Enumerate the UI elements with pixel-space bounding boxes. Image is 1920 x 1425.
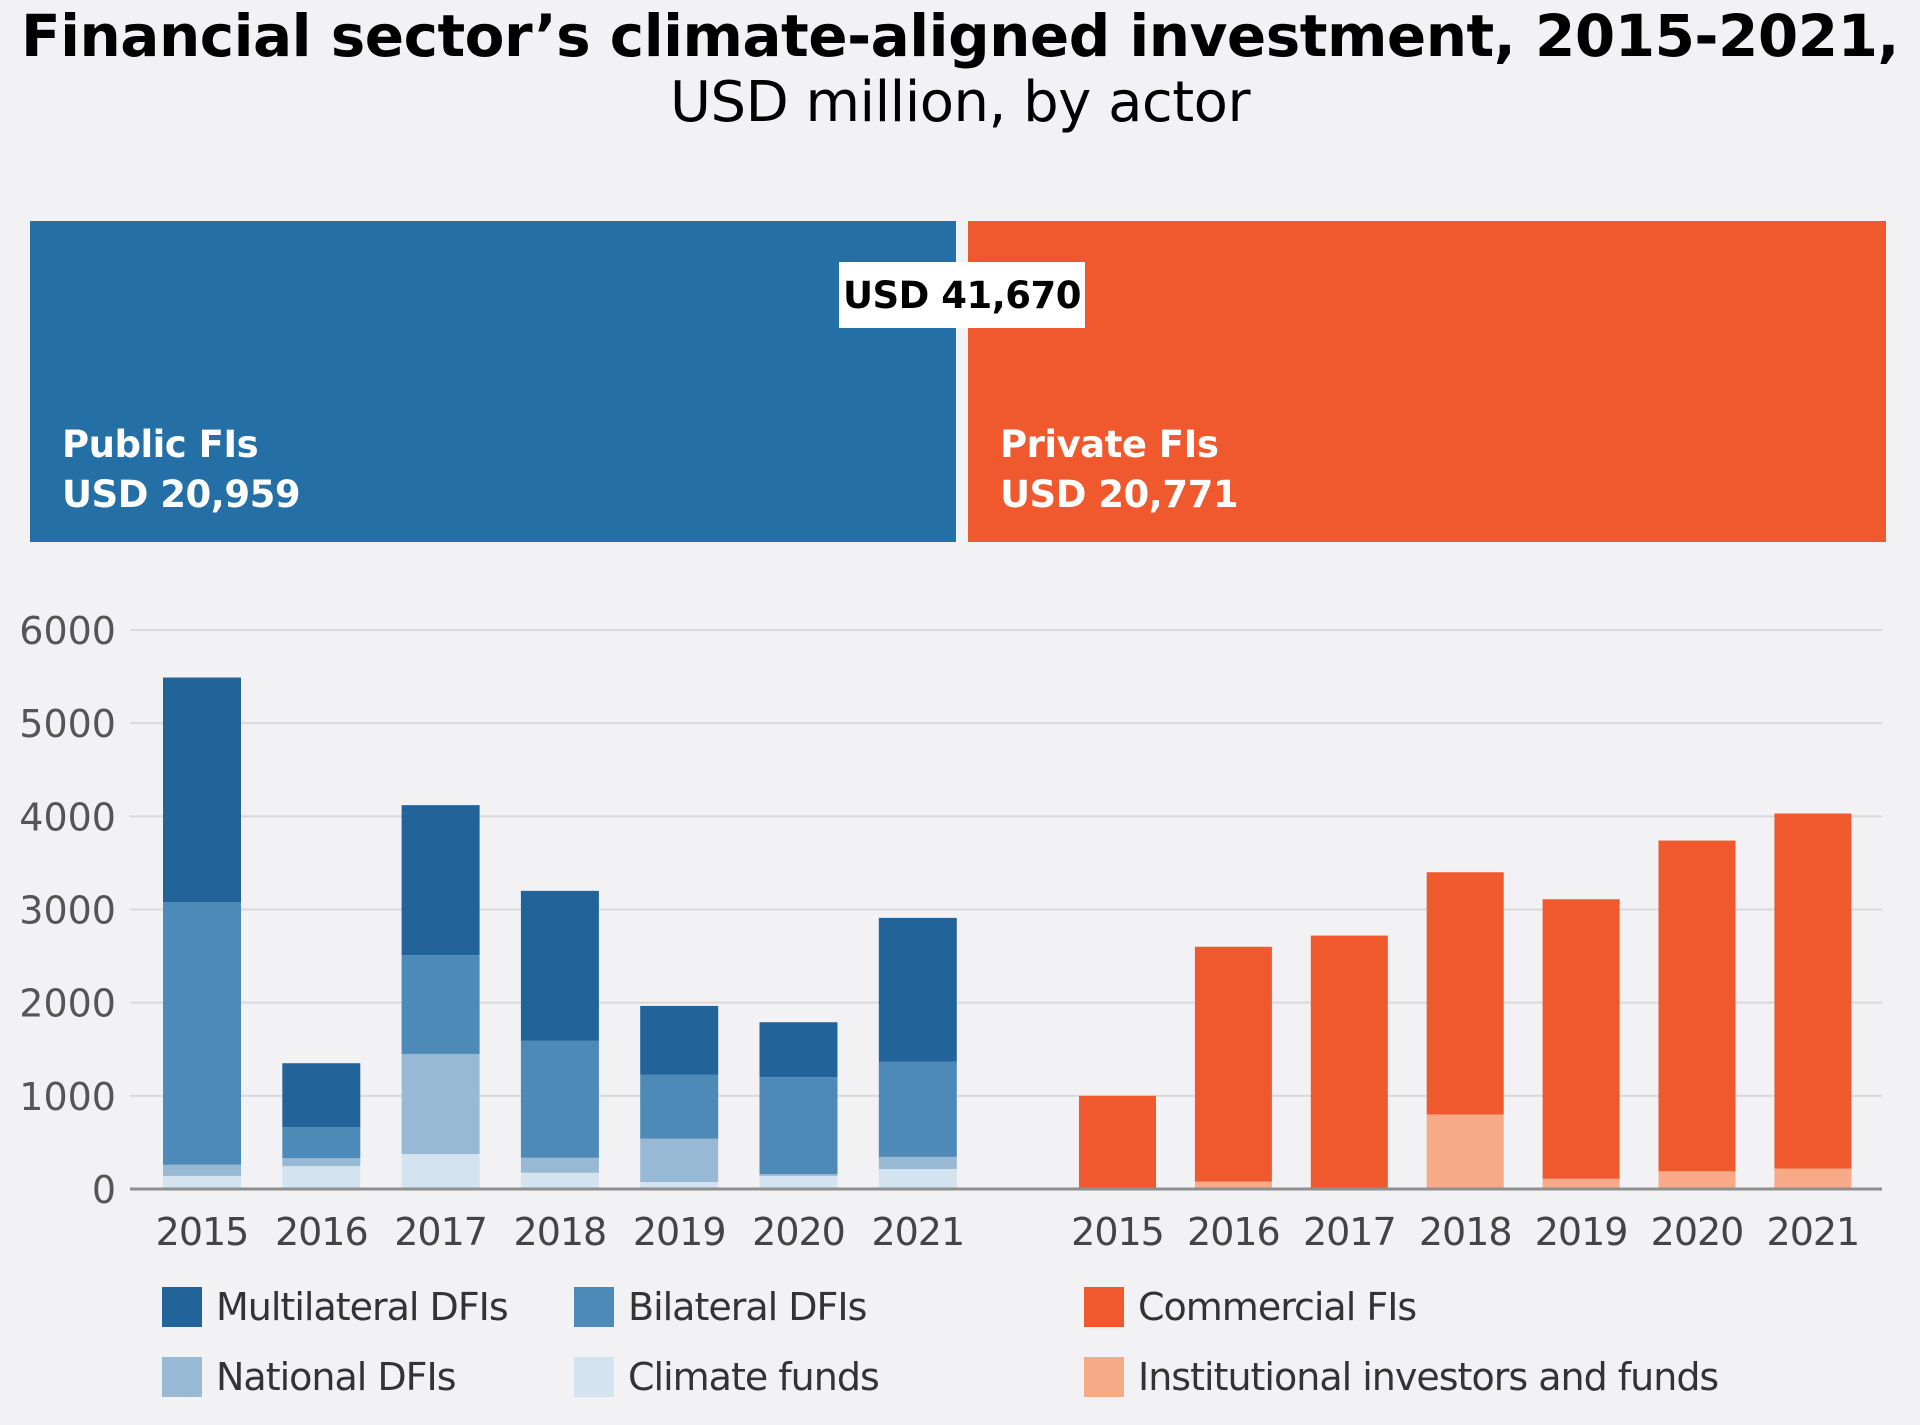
x-tick-label: 2017 (1303, 1210, 1396, 1254)
bar-segment-national-dfis (640, 1138, 719, 1183)
bar-segment-bilateral-dfis (282, 1127, 361, 1159)
bar-segment-institutional-investors-and-funds (1658, 1171, 1736, 1189)
bar-segment-commercial-fis (1774, 813, 1852, 1169)
bar-segment-bilateral-dfis (163, 902, 241, 1165)
x-tick-label: 2018 (1419, 1210, 1512, 1254)
x-tick-label: 2015 (156, 1210, 249, 1254)
y-tick-label: 0 (92, 1168, 116, 1212)
y-tick-label: 6000 (19, 609, 116, 653)
x-tick-label: 2016 (275, 1210, 368, 1254)
legend-item-multilateral-dfis: Multilateral DFIs (162, 1285, 509, 1329)
bar-segment-institutional-investors-and-funds (1542, 1178, 1620, 1189)
legend-item-institutional-investors: Institutional investors and funds (1084, 1355, 1719, 1399)
bar-segment-institutional-investors-and-funds (1426, 1114, 1504, 1189)
x-tick-label: 2016 (1187, 1210, 1280, 1254)
bar-segment-climate-funds (759, 1175, 838, 1189)
legend-swatch (162, 1357, 202, 1397)
bar-segment-commercial-fis (1542, 899, 1620, 1179)
x-tick-label: 2018 (514, 1210, 607, 1254)
chart-subtitle: USD million, by actor (670, 70, 1250, 135)
private-fis-block: Private FIs USD 20,771 (968, 221, 1886, 542)
y-tick-label: 4000 (19, 795, 116, 839)
legend-label: Climate funds (628, 1355, 880, 1399)
x-tick-label: 2017 (394, 1210, 487, 1254)
bar-segment-national-dfis (163, 1164, 241, 1176)
legend-swatch (574, 1287, 614, 1327)
bar-segment-multilateral-dfis (520, 890, 599, 1041)
y-tick-label: 2000 (19, 982, 116, 1026)
legend-swatch (574, 1357, 614, 1397)
bar-segment-climate-funds (401, 1154, 480, 1189)
private-fis-value: USD 20,771 (1000, 473, 1239, 516)
legend-swatch (162, 1287, 202, 1327)
public-fis-label: Public FIs (62, 423, 259, 466)
bar-segment-commercial-fis (1194, 946, 1272, 1182)
y-tick-label: 1000 (19, 1075, 116, 1119)
legend-swatch (1084, 1357, 1124, 1397)
total-badge: USD 41,670 (839, 262, 1085, 328)
bar-segment-climate-funds (640, 1182, 719, 1189)
bar-segment-institutional-investors-and-funds (1774, 1168, 1852, 1189)
public-fis-value: USD 20,959 (62, 473, 301, 516)
y-tick-label: 5000 (19, 702, 116, 746)
x-tick-label: 2021 (871, 1210, 964, 1254)
legend-label: Commercial FIs (1138, 1285, 1417, 1329)
bar-segment-national-dfis (401, 1053, 480, 1155)
bar-segment-commercial-fis (1426, 872, 1504, 1115)
x-tick-label: 2015 (1071, 1210, 1164, 1254)
legend-item-commercial-fis: Commercial FIs (1084, 1285, 1417, 1329)
bar-segment-multilateral-dfis (878, 917, 957, 1062)
x-tick-label: 2019 (633, 1210, 726, 1254)
bar-segment-bilateral-dfis (640, 1074, 719, 1139)
private-fis-label: Private FIs (1000, 423, 1219, 466)
bar-segment-climate-funds (520, 1172, 599, 1189)
x-tick-label: 2019 (1535, 1210, 1628, 1254)
public-fis-block: Public FIs USD 20,959 (30, 221, 956, 542)
x-tick-label: 2020 (752, 1210, 845, 1254)
bar-segment-bilateral-dfis (878, 1061, 957, 1157)
bar-segment-multilateral-dfis (759, 1022, 838, 1078)
bar-segment-national-dfis (282, 1158, 361, 1167)
legend-item-climate-funds: Climate funds (574, 1355, 880, 1399)
bar-segment-commercial-fis (1658, 840, 1736, 1172)
x-tick-label: 2021 (1767, 1210, 1860, 1254)
chart-title: Financial sector’s climate-aligned inves… (21, 2, 1899, 70)
bar-segment-bilateral-dfis (759, 1077, 838, 1175)
bar-segment-multilateral-dfis (282, 1063, 361, 1128)
legend-label: Bilateral DFIs (628, 1285, 867, 1329)
bar-segment-multilateral-dfis (163, 677, 241, 903)
legend-item-bilateral-dfis: Bilateral DFIs (574, 1285, 867, 1329)
bar-segment-multilateral-dfis (401, 805, 480, 956)
stacked-bar-chart: 0 1000 2000 3000 4000 5000 6000 2015 2016 2017 201… (19, 609, 1882, 1254)
legend-label: Institutional investors and funds (1138, 1355, 1719, 1399)
bar-segment-commercial-fis (1079, 1095, 1156, 1189)
legend-label: Multilateral DFIs (216, 1285, 509, 1329)
legend-label: National DFIs (216, 1355, 457, 1399)
legend: Multilateral DFIs Bilateral DFIs Commerc… (0, 1285, 1920, 1425)
bar-segment-national-dfis (759, 1174, 838, 1176)
legend-item-national-dfis: National DFIs (162, 1355, 457, 1399)
bar-segment-climate-funds (878, 1168, 957, 1189)
bar-segment-national-dfis (878, 1156, 957, 1169)
bar-segment-national-dfis (520, 1157, 599, 1173)
bar-segment-commercial-fis (1310, 935, 1388, 1189)
bar-segment-institutional-investors-and-funds (1194, 1181, 1272, 1189)
bar-segment-climate-funds (282, 1166, 361, 1189)
bar-segment-climate-funds (163, 1175, 241, 1189)
y-tick-label: 3000 (19, 889, 116, 933)
legend-swatch (1084, 1287, 1124, 1327)
bar-segment-multilateral-dfis (640, 1005, 719, 1075)
bar-segment-bilateral-dfis (401, 955, 480, 1054)
bar-segment-bilateral-dfis (520, 1040, 599, 1158)
x-tick-label: 2020 (1651, 1210, 1744, 1254)
